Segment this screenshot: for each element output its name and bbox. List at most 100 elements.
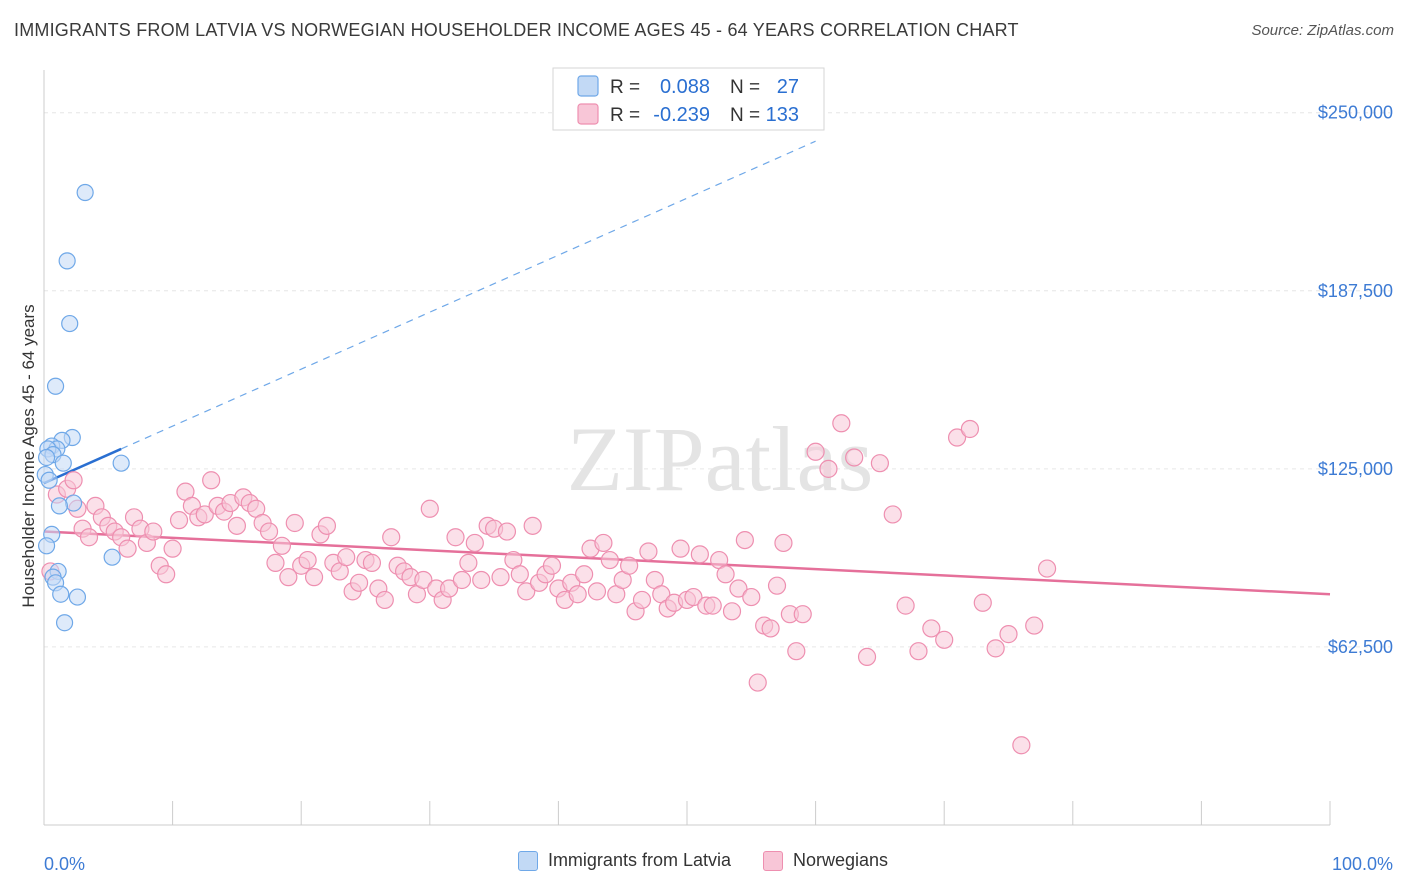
gridlines (44, 112, 1390, 648)
stat-n-label: N = (730, 77, 760, 98)
norwegians-point (774, 533, 793, 553)
latvia-stat-swatch (577, 75, 599, 97)
norwegians-point (722, 602, 742, 621)
stat-n-value: 27 (777, 76, 799, 98)
norwegians-point (337, 548, 356, 567)
norwegians-point (420, 499, 439, 518)
legend-item-norwegians[interactable]: Norwegians (763, 850, 888, 871)
latvia-point (46, 377, 65, 395)
norwegians-point (729, 579, 748, 598)
stat-r-value: 0.088 (660, 76, 710, 98)
norwegians-point (157, 565, 176, 584)
norwegians-point (845, 448, 864, 467)
norwegians-point (620, 556, 639, 575)
norwegians-point (922, 619, 941, 638)
norwegians-point (144, 522, 163, 541)
norwegians-point (832, 414, 851, 433)
norwegians-point (285, 513, 304, 533)
latvia-point (40, 471, 58, 489)
norwegians-point (947, 428, 967, 447)
norwegians-point (716, 565, 735, 584)
latvia-trend-line-dashed (120, 140, 816, 450)
latvia-point (64, 494, 83, 512)
norwegians-point (587, 582, 607, 601)
legend-item-latvia[interactable]: Immigrants from Latvia (517, 850, 731, 871)
norwegians-point (272, 536, 292, 555)
norwegians-point (600, 550, 619, 570)
latvia-point (37, 537, 56, 555)
norwegians-point (497, 522, 517, 541)
norwegians-point (935, 630, 954, 649)
norwegians-point (690, 545, 709, 564)
norwegians-point (259, 522, 279, 541)
stat-n-label: N = (730, 105, 760, 126)
y-tick-labels: $62,500 $125,000 $187,500 $250,000 (1318, 103, 1393, 657)
norwegians-point (735, 530, 754, 550)
norwegians-point (857, 647, 877, 667)
data-points (36, 183, 1057, 755)
chart-source: Source: ZipAtlas.com (1251, 22, 1394, 39)
latvia-point (50, 497, 69, 515)
norwegians-point (632, 590, 652, 610)
norwegians-point (909, 642, 928, 661)
norwegians-point (446, 528, 465, 547)
y-tick-label: $187,500 (1318, 281, 1393, 301)
norwegians-point (349, 573, 369, 592)
norwegians-point (472, 570, 491, 590)
norwegians-point (684, 587, 703, 607)
chart-title: IMMIGRANTS FROM LATVIA VS NORWEGIAN HOUS… (14, 20, 1019, 40)
norwegians-point (195, 505, 214, 524)
norwegians-point (279, 568, 298, 587)
norwegians-point (542, 556, 562, 575)
norwegians-point (317, 516, 337, 535)
norwegians-point (742, 587, 761, 607)
norwegians-point (870, 454, 890, 473)
norwegians-point (414, 570, 433, 590)
norwegians-point (227, 516, 246, 535)
y-tick-label: $250,000 (1318, 103, 1393, 123)
latvia-point (76, 183, 94, 202)
norwegians-point (883, 505, 902, 524)
latvia-point (61, 314, 79, 333)
y-axis-label: Householder Income Ages 45 - 64 years (19, 304, 38, 607)
latvia-point (112, 454, 130, 472)
norwegians-point (806, 442, 825, 461)
norwegians-point (169, 511, 189, 530)
latvia-point (58, 252, 76, 270)
norwegians-point (960, 419, 980, 439)
norwegians-point (517, 582, 536, 601)
norwegians-point (787, 642, 806, 661)
norwegians-point (304, 568, 324, 587)
norwegians-point (575, 565, 594, 584)
y-tick-label: $62,500 (1328, 637, 1393, 657)
norwegians-point (761, 619, 780, 638)
norwegians-point (986, 639, 1005, 658)
latvia-point (103, 548, 121, 566)
norwegians-point (819, 459, 838, 478)
norwegians-stat-swatch (577, 103, 599, 125)
x-tick-label-min: 0.0% (44, 854, 85, 874)
norwegians-point (594, 533, 613, 553)
norwegians-point (639, 542, 658, 561)
norwegians-point (973, 593, 992, 612)
latvia-point (52, 585, 70, 603)
norwegians-point (298, 550, 317, 570)
x-tick-label-max: 100.0% (1332, 854, 1393, 874)
norwegians-trend-line (43, 530, 1331, 596)
norwegians-point (510, 565, 529, 584)
norwegians-point (703, 596, 722, 615)
watermark: ZIPatlas (567, 408, 874, 510)
norwegians-point (79, 528, 99, 547)
norwegians-point (375, 590, 394, 610)
norwegians-point (491, 568, 510, 587)
norwegians-point (64, 471, 83, 490)
y-tick-label: $125,000 (1318, 459, 1393, 479)
norwegians-point (767, 576, 787, 595)
norwegians-point (1025, 616, 1044, 635)
norwegians-point (1037, 559, 1057, 578)
latvia-point (37, 448, 56, 467)
norwegians-point (452, 570, 472, 590)
stat-r-label: R = (610, 105, 640, 126)
norwegians-point (671, 539, 690, 558)
norwegians-point (1012, 736, 1031, 755)
